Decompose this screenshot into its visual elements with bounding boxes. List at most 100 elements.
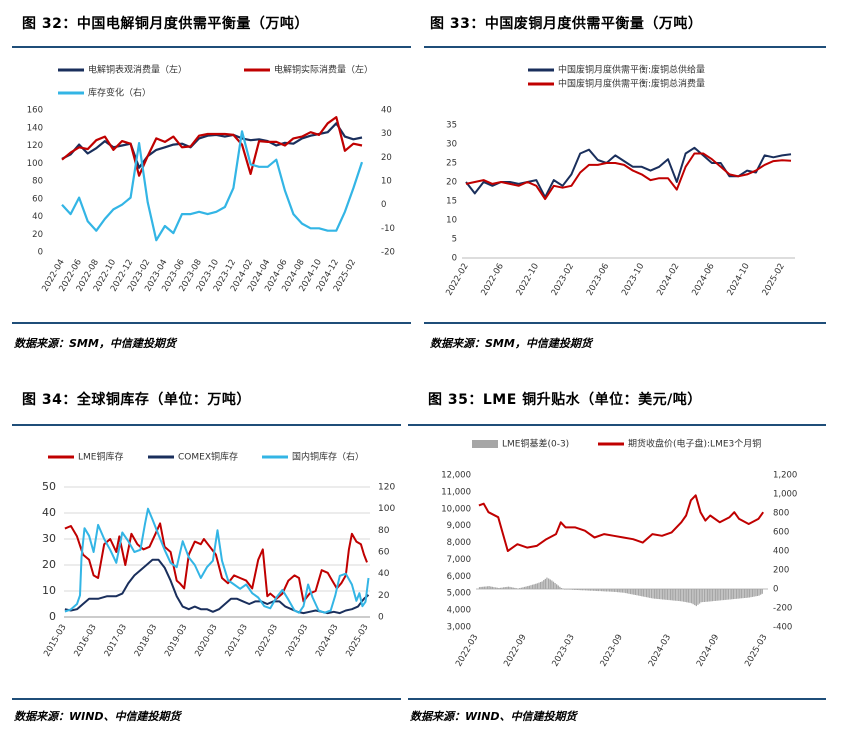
p4-basis-bar [512, 587, 514, 589]
p4-basis-bar [668, 589, 670, 601]
p4-basis-bar [740, 589, 742, 599]
p2-legend-supply-label: 中国废铜月度供需平衡:废铜总供给量 [558, 64, 705, 76]
panel-4-top-rule [408, 424, 826, 426]
panel-3-top-rule [12, 424, 401, 426]
p4-basis-bar [719, 589, 722, 601]
p4-basis-bar [673, 589, 675, 601]
p4-basis-bar [596, 589, 598, 591]
p4-basis-bar [576, 589, 579, 590]
p4-basis-bar [533, 584, 535, 590]
p4-basis-bar [488, 586, 490, 589]
p4-basis-bar [589, 589, 591, 591]
p4-basis-bar [486, 586, 489, 589]
p1-y2-tick-label: 10 [381, 177, 392, 187]
p4-basis-bar [695, 589, 697, 607]
p4-basis-bar [586, 589, 588, 591]
p3-x-tick-label: 2016-03 [72, 623, 98, 659]
p1-y2-tick-label: 20 [381, 153, 392, 163]
p4-basis-bar [718, 589, 720, 601]
p4-basis-bar [724, 589, 726, 600]
p2-y-tick-label: 20 [446, 178, 457, 188]
p4-basis-bar [760, 589, 762, 595]
p2-x-tick-label: 2023-06 [585, 262, 611, 298]
p4-basis-bar [522, 587, 524, 589]
panel-2-source: 数据来源：SMM，中信建投期货 [430, 337, 592, 350]
p1-y-tick-label: 160 [27, 106, 43, 116]
p4-basis-bar [565, 589, 567, 590]
p4-basis-bar [578, 589, 580, 591]
p4-x-tick-label: 2023-09 [599, 633, 625, 669]
p4-basis-bar [705, 589, 707, 602]
p2-x-tick-label: 2022-06 [479, 262, 505, 298]
p3-series-2-line [64, 507, 370, 614]
p4-basis-bar [626, 589, 628, 594]
p1-legend-inventory-label: 库存变化（右） [88, 87, 151, 99]
p4-basis-bar [649, 589, 651, 598]
panel-2-top-rule [424, 46, 826, 48]
p4-legend-price-label: 期货收盘价(电子盘):LME3个月铜 [628, 438, 761, 450]
p4-basis-bar [573, 589, 575, 590]
panel-4-title: 图 35：LME 铜升贴水（单位：美元/吨） [428, 392, 702, 408]
p4-basis-bar [536, 583, 538, 589]
p4-basis-bar [594, 589, 596, 591]
p4-y2-tick-label: 1,000 [773, 490, 797, 500]
p4-basis-bar [546, 577, 548, 589]
p4-basis-bar [607, 589, 609, 592]
p4-basis-bar [655, 589, 657, 599]
p2-x-tick-label: 2024-02 [655, 262, 681, 298]
p4-basis-bar [716, 589, 718, 601]
p4-basis-bar [592, 589, 595, 591]
p4-basis-bar [636, 589, 638, 596]
p4-basis-bar [511, 587, 513, 589]
p4-basis-bar [498, 588, 500, 589]
p4-basis-bar [604, 589, 606, 592]
panel-2-title: 图 33：中国废铜月度供需平衡量（万吨） [430, 16, 703, 32]
p3-series-1-line [64, 558, 370, 615]
p4-basis-bar [735, 589, 738, 599]
p4-basis-bar [496, 587, 498, 589]
p4-basis-bar [726, 589, 728, 600]
p4-basis-bar [538, 582, 540, 589]
p4-basis-bar [483, 586, 485, 589]
p1-y2-tick-label: 0 [381, 200, 386, 210]
p4-x-tick-label: 2022-09 [502, 633, 528, 669]
p4-basis-bar [552, 581, 555, 589]
p4-x-tick-label: 2024-03 [647, 633, 673, 669]
p4-basis-bar [708, 589, 710, 602]
p4-basis-bar [557, 585, 559, 589]
p4-basis-bar [666, 589, 669, 600]
p4-basis-bar [743, 589, 746, 598]
p3-x-tick-label: 2017-03 [103, 623, 129, 659]
p3-y2-tick-label: 40 [378, 569, 390, 579]
p4-basis-bar [663, 589, 665, 600]
p4-basis-bar [581, 589, 583, 591]
p4-legend-basis-swatch [472, 440, 498, 448]
p4-y2-tick-label: -200 [773, 604, 792, 614]
p4-basis-bar [549, 579, 551, 589]
p4-basis-bar [588, 589, 590, 591]
p4-basis-bar [703, 589, 706, 602]
p4-y-tick-label: 4,000 [447, 606, 471, 616]
p4-basis-bar [642, 589, 644, 597]
p4-basis-bar [597, 589, 599, 592]
p4-basis-bar [686, 589, 688, 603]
p4-basis-bar [507, 586, 510, 589]
p3-x-tick-label: 2023-03 [284, 623, 310, 659]
p3-x-tick-label: 2019-03 [163, 623, 189, 659]
p2-x-tick-label: 2024-10 [725, 262, 751, 298]
p4-basis-bar [707, 589, 709, 602]
p1-y-tick-label: 40 [32, 212, 43, 222]
p4-basis-bar [682, 589, 685, 602]
p4-basis-bar [517, 588, 519, 590]
p4-basis-bar [584, 589, 587, 591]
p4-basis-bar [621, 589, 624, 593]
p2-y-tick-label: 35 [446, 121, 457, 131]
panel-3-source: 数据来源：WIND、中信建投期货 [14, 710, 181, 723]
p2-y-tick-label: 30 [446, 140, 457, 150]
p2-x-tick-label: 2022-10 [515, 262, 541, 298]
p4-basis-bar [739, 589, 741, 599]
p4-basis-bar [491, 586, 493, 589]
p4-basis-bar [647, 589, 649, 598]
p1-y-tick-label: 80 [32, 177, 43, 187]
